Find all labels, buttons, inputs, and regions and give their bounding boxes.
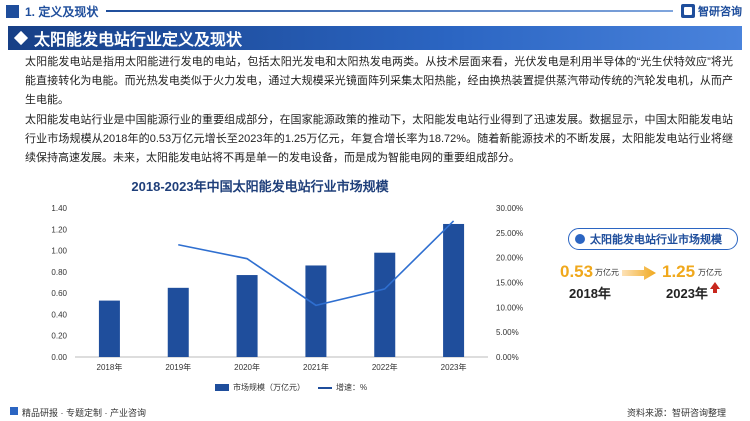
- y-left-tick-label: 0.00: [51, 353, 67, 362]
- logo-text: 智研咨询: [698, 6, 742, 18]
- end-year: 2023年: [666, 286, 708, 301]
- footer-bullet-icon: [10, 407, 18, 415]
- y-right-tick-label: 10.00%: [496, 303, 523, 312]
- legend-bar-label: 市场规模（万亿元）: [233, 383, 305, 392]
- y-right-tick-label: 5.00%: [496, 328, 519, 337]
- y-left-tick-label: 0.20: [51, 332, 67, 341]
- legend-bar: 市场规模（万亿元）: [215, 382, 305, 393]
- y-right-tick-label: 0.00%: [496, 353, 519, 362]
- y-right-tick-label: 15.00%: [496, 279, 523, 288]
- end-value: 1.25: [662, 262, 696, 281]
- bar: [374, 252, 396, 357]
- x-tick-label: 2018年: [97, 362, 123, 372]
- logo-mark-icon: [681, 4, 695, 18]
- footer-source: 资料来源：智研咨询整理: [626, 408, 726, 418]
- brand-logo: 智研咨询: [681, 3, 742, 19]
- footer-tagline: 精品研报 · 专题定制 · 产业咨询: [22, 408, 146, 418]
- x-tick-label: 2019年: [165, 362, 191, 372]
- diamond-icon: [13, 30, 29, 46]
- y-left-tick-label: 0.80: [51, 268, 67, 277]
- y-left-tick-label: 0.40: [51, 310, 67, 319]
- summary-card-title: 太阳能发电站行业市场规模: [590, 234, 722, 246]
- y-right-tick-label: 25.00%: [496, 229, 523, 238]
- legend-bar-swatch: [215, 384, 229, 391]
- arrow-up-stem: [713, 288, 717, 293]
- paragraph-definition: 太阳能发电站是指用太阳能进行发电的电站，包括太阳光发电和太阳热发电两类。从技术层…: [25, 56, 733, 106]
- start-value: 0.53: [560, 262, 594, 281]
- title-banner: 太阳能发电站行业定义及现状: [8, 26, 742, 50]
- y-right-tick-label: 20.00%: [496, 254, 523, 263]
- arrow-right-icon: [622, 266, 656, 280]
- section-title: 1. 定义及现状: [25, 4, 99, 19]
- start-unit: 万亿元: [595, 268, 619, 277]
- market-size-chart: 0.00 0.20 0.40 0.60 0.80 1.00 1.20 1.40 0.00% 5.0…: [51, 204, 523, 372]
- x-tick-label: 2021年: [303, 362, 329, 372]
- x-tick-label: 2020年: [234, 362, 260, 372]
- x-tick-label: 2022年: [372, 362, 398, 372]
- legend-line-label: 增速：%: [336, 383, 368, 392]
- bullet-icon: [575, 234, 585, 244]
- header-divider: [106, 10, 673, 12]
- bar: [167, 287, 189, 357]
- footer: 精品研报 · 专题定制 · 产业咨询 资料来源：智研咨询整理: [0, 402, 750, 421]
- growth-rate-line: [178, 220, 455, 307]
- summary-card-header: 太阳能发电站行业市场规模: [568, 228, 738, 250]
- arrow-up-icon: [710, 282, 720, 289]
- end-unit: 万亿元: [698, 268, 722, 277]
- legend-line-swatch: [318, 386, 332, 389]
- y-left-tick-label: 1.00: [51, 247, 67, 256]
- chart-title: 2018-2023年中国太阳能发电站行业市场规模: [131, 179, 389, 194]
- bar: [98, 300, 120, 357]
- y-left-tick-label: 1.40: [51, 204, 67, 213]
- paragraph-status: 太阳能发电站行业是中国能源行业的重要组成部分，在国家能源政策的推动下，太阳能发电…: [25, 114, 733, 164]
- x-tick-label: 2023年: [441, 362, 467, 372]
- start-year: 2018年: [569, 286, 611, 301]
- page-title: 太阳能发电站行业定义及现状: [34, 32, 243, 49]
- y-left-tick-label: 0.60: [51, 289, 67, 298]
- y-left-tick-label: 1.20: [51, 225, 67, 234]
- legend-line: 增速：%: [318, 382, 367, 393]
- section-marker-icon: [6, 4, 19, 18]
- top-bar: 1. 定义及现状 智研咨询: [0, 0, 750, 22]
- y-right-tick-label: 30.00%: [496, 204, 523, 213]
- summary-card: 太阳能发电站行业市场规模: [568, 228, 738, 308]
- bar: [305, 265, 327, 357]
- bar: [443, 223, 465, 357]
- bar: [236, 275, 258, 357]
